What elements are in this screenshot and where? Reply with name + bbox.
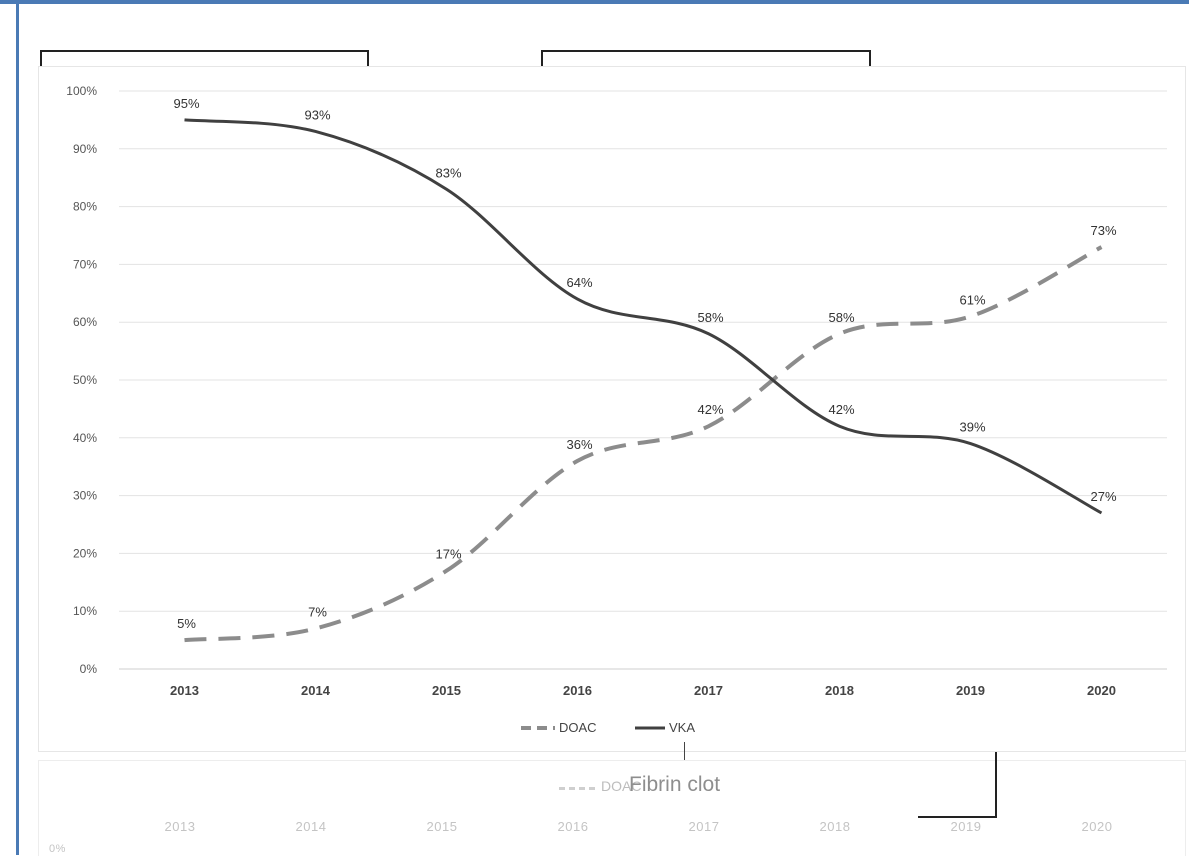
ghost-x-tick-label: 2018 xyxy=(819,819,851,834)
x-tick-label: 2015 xyxy=(432,683,461,698)
data-label-doac: 42% xyxy=(697,402,723,417)
data-label-doac: 36% xyxy=(566,437,592,452)
ghost-x-tick-label: 2013 xyxy=(164,819,196,834)
legend-label-doac: DOAC xyxy=(559,720,597,735)
ghost-ytick: 0% xyxy=(49,843,66,855)
ghost-x-tick-label: 2017 xyxy=(688,819,720,834)
series-lines xyxy=(184,118,1103,643)
x-tick-label: 2014 xyxy=(301,683,331,698)
fibrin-clot-label: Fibrin clot xyxy=(629,773,721,796)
x-axis-ticks: 2013 2014 2015 2016 2017 2018 2019 2020 xyxy=(170,683,1116,698)
y-tick-label: 10% xyxy=(73,604,97,618)
ghost-x-tick-label: 2020 xyxy=(1081,819,1113,834)
ghost-x-tick-label: 2014 xyxy=(295,819,327,834)
line-chart-panel: 0% 10% 20% 30% 40% 50% 60% 70% 80% 90% 100% 2013 20… xyxy=(38,66,1186,752)
y-tick-label: 100% xyxy=(66,84,97,98)
data-label-vka: 58% xyxy=(697,310,723,325)
data-label-vka: 42% xyxy=(828,402,854,417)
data-label-doac: 73% xyxy=(1090,223,1116,238)
data-label-vka: 83% xyxy=(435,165,461,180)
ghost-legend-dash xyxy=(559,787,595,790)
y-tick-label: 80% xyxy=(73,200,97,214)
y-tick-label: 30% xyxy=(73,489,97,503)
series-line-doac xyxy=(184,245,1103,643)
y-tick-label: 70% xyxy=(73,257,97,271)
header-bracket-left xyxy=(40,50,369,70)
connector-vertical xyxy=(995,752,997,818)
data-label-vka: 64% xyxy=(566,275,592,290)
frame-left-border xyxy=(16,0,19,855)
data-label-doac: 5% xyxy=(177,616,196,631)
x-tick-label: 2017 xyxy=(694,683,723,698)
frame-top-border xyxy=(0,0,1189,4)
legend: DOAC VKA xyxy=(521,720,695,735)
connector-horizontal xyxy=(918,816,997,818)
series-line-vka xyxy=(184,118,1103,515)
y-tick-label: 90% xyxy=(73,142,97,156)
data-labels: 5% 7% 17% 36% 42% 58% 61% 73% 95% 93% 83% 64% 58% 42%… xyxy=(173,96,1116,631)
faded-background-chart: DOAC Fibrin clot 0% 2013 2014 2015 2016 2017… xyxy=(38,760,1186,856)
data-label-vka: 95% xyxy=(173,96,199,111)
ghost-x-tick-label: 2015 xyxy=(426,819,458,834)
data-label-doac: 58% xyxy=(828,310,854,325)
connector-tick xyxy=(684,742,685,762)
grid-lines xyxy=(119,90,1167,670)
y-tick-label: 50% xyxy=(73,373,97,387)
legend-label-vka: VKA xyxy=(669,720,695,735)
line-chart: 0%10%20%30%40%50%60%70%80%90%100% 2013 20… xyxy=(66,84,1167,735)
data-label-doac: 7% xyxy=(308,605,327,620)
data-label-vka: 39% xyxy=(959,420,985,435)
ghost-legend-label: DOAC xyxy=(601,778,642,794)
y-tick-label: 0% xyxy=(80,662,98,676)
x-tick-label: 2018 xyxy=(825,683,854,698)
ghost-x-tick-label: 2019 xyxy=(950,819,982,834)
data-label-doac: 61% xyxy=(959,292,985,307)
y-axis-ticks: 0% 10% 20% 30% 40% 50% 60% 70% 80% 90% 100% xyxy=(66,84,97,676)
data-label-doac: 17% xyxy=(435,547,461,562)
data-label-vka: 93% xyxy=(304,107,330,122)
y-tick-label: 40% xyxy=(73,431,97,445)
x-tick-label: 2016 xyxy=(563,683,592,698)
x-tick-label: 2019 xyxy=(956,683,985,698)
y-tick-label: 20% xyxy=(73,546,97,560)
data-label-vka: 27% xyxy=(1090,489,1116,504)
x-tick-label: 2020 xyxy=(1087,683,1116,698)
y-tick-label: 60% xyxy=(73,315,97,329)
x-tick-label: 2013 xyxy=(170,683,199,698)
header-bracket-right xyxy=(541,50,871,70)
ghost-x-tick-label: 2016 xyxy=(557,819,589,834)
